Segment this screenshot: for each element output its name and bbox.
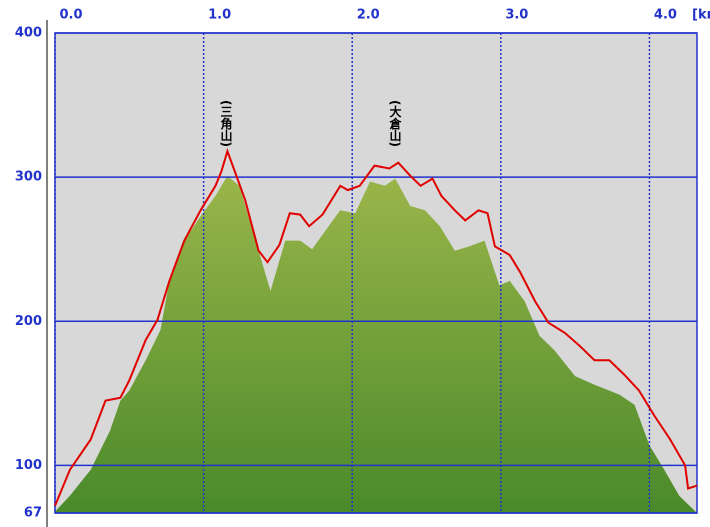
y-tick-label: 400 (15, 26, 42, 41)
x-tick-label: 3.0 (505, 8, 528, 23)
peak-annotation: (三角山) (219, 100, 233, 147)
x-axis-label: [km] (692, 8, 710, 23)
x-tick-label: 4.0 (654, 8, 677, 23)
y-tick-label: 200 (15, 314, 42, 329)
x-tick-label: 2.0 (357, 8, 380, 23)
peak-annotation: (大倉山) (388, 100, 402, 147)
y-tick-label: 300 (15, 170, 42, 185)
plot-border (54, 32, 698, 514)
terrain-area (55, 175, 697, 513)
x-tick-label: 1.0 (208, 8, 231, 23)
route-line (54, 148, 698, 507)
y-tick-label: 67 (24, 506, 42, 521)
y-tick-label: 100 (15, 458, 42, 473)
x-tick-label: 0.0 (59, 8, 82, 23)
